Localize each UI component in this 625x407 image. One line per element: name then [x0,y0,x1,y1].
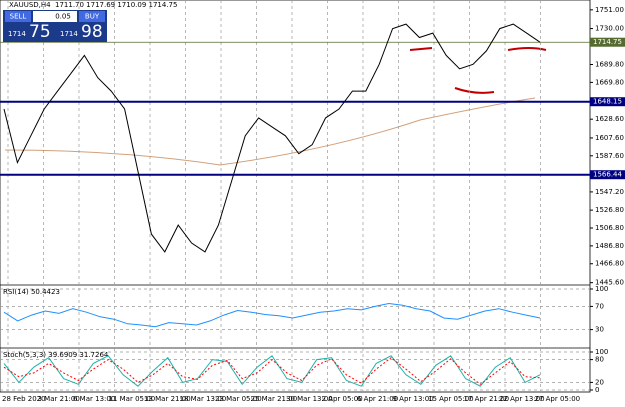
buy-label: BUY [85,13,100,21]
y-tick-label: 1607.60 [595,134,624,142]
x-tick-label: 22 Apr 13:00 [499,395,545,403]
y-tick-label: 1466.80 [595,260,624,268]
ohlc: 1711.70 1717.69 1710.09 1714.75 [55,1,177,9]
series-line [3,357,541,385]
level-tag [590,97,625,107]
y-tick-label: 1730.00 [595,25,624,33]
x-tick-label: 25 Mar 21:00 [251,395,298,403]
y-tick-label: 1486.80 [595,242,624,250]
level-tag [590,170,625,180]
lot-input[interactable] [33,11,77,22]
x-tick-label: 2 Apr 05:00 [322,395,363,403]
panel-title: Stoch(5,3,3) 39.6909 31.7264 [3,351,109,359]
y-tick-label: 1547.20 [595,188,624,196]
y-tick-label: 20 [595,378,604,386]
x-tick-label: 28 Feb 2020 [2,395,46,403]
level-label: 1714.75 [593,38,622,46]
series-line [3,23,541,253]
x-tick-label: 6 Mar 13:00 [73,395,115,403]
y-tick-label: 1526.80 [595,206,624,214]
x-tick-label: 30 Mar 13:00 [286,395,333,403]
ask-big: 1714 [60,30,78,38]
y-tick-label: 100 [595,285,608,293]
x-tick-label: 6 Apr 21:00 [357,395,398,403]
level-tag [590,37,625,47]
bid-big: 1714 [8,30,26,38]
bid-small: 75 [29,22,51,42]
x-tick-label: 18 Mar 13:00 [180,395,227,403]
trade-panel: SELL 0.05 BUY 1714 75 1714 98 [3,10,107,42]
x-tick-label: 15 Apr 05:00 [428,395,474,403]
level-label: 1566.44 [593,171,622,179]
annotation [454,87,495,94]
series-line [3,355,541,387]
ask-small: 98 [81,22,103,42]
annotation [507,47,547,51]
y-tick-label: 1445.60 [595,279,624,287]
y-tick-label: 100 [595,348,608,356]
x-tick-label: 17 Apr 21:00 [464,395,510,403]
symbol: XAUUSD,H4 [9,1,51,9]
x-tick-label: 27 Apr 05:00 [535,395,581,403]
series-line [3,302,541,328]
level-label: 1648.15 [593,98,622,106]
x-tick-label: 11 Mar 05:00 [109,395,156,403]
y-tick-label: 80 [595,356,604,364]
sell-button[interactable] [5,11,31,22]
sell-label: SELL [10,13,27,21]
y-tick-label: 30 [595,326,604,334]
lot-value: 0.05 [55,13,71,21]
y-tick-label: 1751.00 [595,6,624,14]
y-tick-label: 1587.60 [595,152,624,160]
buy-button[interactable] [79,11,105,22]
x-tick-label: 9 Apr 13:00 [393,395,434,403]
y-tick-label: 1506.80 [595,224,624,232]
x-tick-label: 13 Mar 21:00 [144,395,191,403]
y-tick-label: 1628.60 [595,115,624,123]
y-tick-label: 0 [595,386,599,394]
y-tick-label: 70 [595,302,604,310]
x-tick-label: 3 Mar 21:00 [38,395,80,403]
annotation [409,47,433,51]
y-tick-label: 1689.80 [595,61,624,69]
y-tick-label: 1669.80 [595,78,624,86]
x-tick-label: 23 Mar 05:00 [215,395,262,403]
plot-frame [0,0,591,393]
panel-title: RSI(14) 50.4423 [3,288,60,296]
